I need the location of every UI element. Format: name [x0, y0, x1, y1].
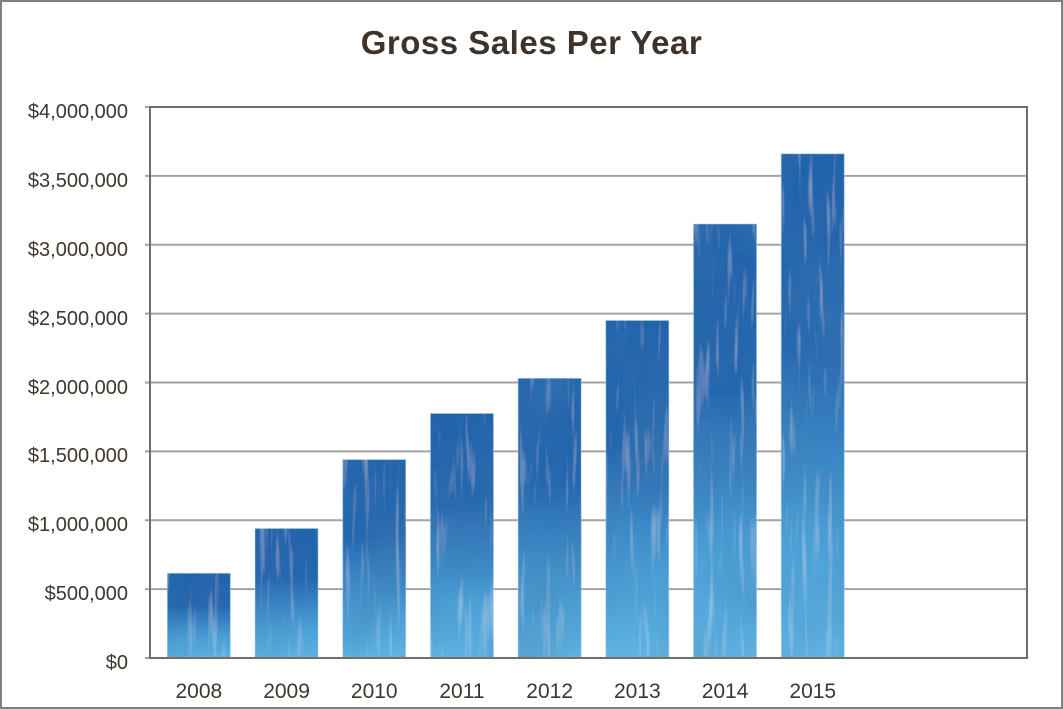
bar-2014 [693, 223, 758, 659]
x-axis-tick-label: 2010 [350, 680, 398, 703]
bar-2009 [254, 528, 319, 659]
gridlines [145, 106, 1027, 659]
x-axis-tick-label: 2013 [613, 680, 661, 703]
y-axis-tick-label: $0 [105, 652, 128, 674]
y-axis-tick-label: $1,000,000 [27, 514, 128, 537]
bar-2015 [780, 153, 845, 659]
bar-2010 [342, 459, 407, 659]
y-axis-labels: $0 $500,000 $1,000,000 $1,500,000 $2,000,000… [2, 2, 128, 707]
bar-2011 [429, 412, 494, 659]
bar-2012 [517, 377, 582, 659]
y-axis-tick-label: $500,000 [44, 583, 128, 606]
bar-2008 [166, 572, 231, 659]
y-axis-tick-label: $2,500,000 [27, 307, 128, 330]
x-axis-tick-label: 2008 [175, 680, 223, 703]
x-axis-tick-label: 2011 [439, 680, 485, 703]
x-axis-tick-label: 2014 [701, 680, 749, 703]
x-axis-tick-label: 2009 [263, 680, 310, 703]
y-axis-tick-label: $2,000,000 [27, 376, 128, 399]
bars [166, 153, 845, 659]
x-axis-tick-label: 2012 [526, 680, 573, 703]
x-axis-tick-label: 2015 [789, 680, 837, 703]
plot-border [149, 106, 1028, 659]
y-axis-tick-label: $4,000,000 [27, 101, 128, 123]
y-axis-tick-label: $3,000,000 [27, 238, 128, 261]
chart-title: Gross Sales Per Year [360, 24, 703, 61]
y-axis-tick-label: $3,500,000 [27, 169, 128, 192]
y-axis-tick-label: $1,500,000 [27, 445, 128, 468]
